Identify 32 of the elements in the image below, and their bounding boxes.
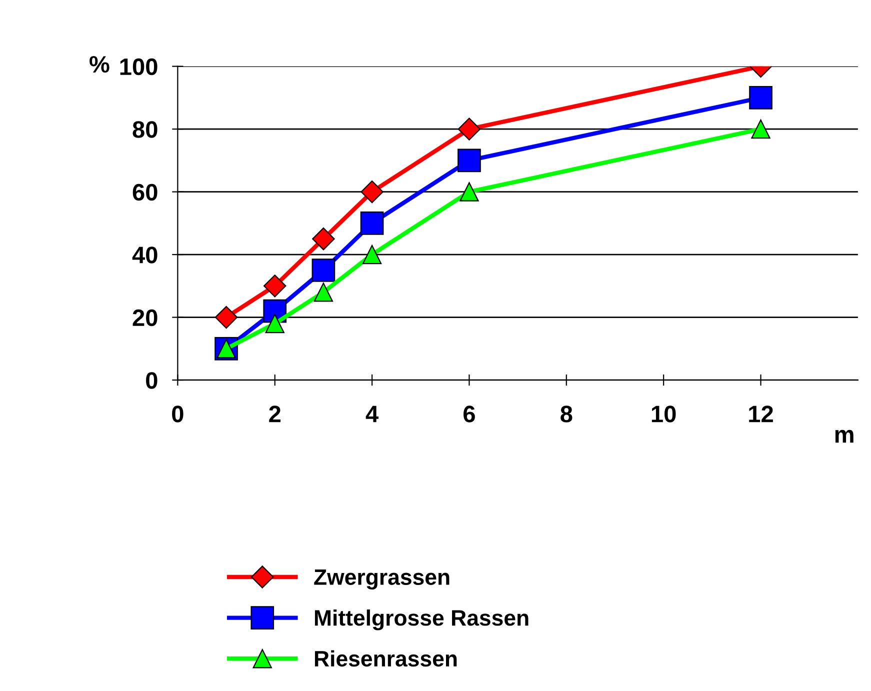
x-tick-label: 2 — [269, 406, 280, 422]
point — [749, 86, 772, 110]
y-tick-label: 0 — [146, 372, 158, 389]
y-tick-label: 100 — [120, 58, 158, 76]
y-tick-label: 20 — [132, 309, 158, 326]
point — [458, 118, 481, 140]
point — [314, 282, 334, 302]
x-tick-label: 6 — [464, 406, 475, 422]
point — [312, 228, 335, 250]
x-axis-title: m — [835, 430, 854, 443]
x-tick-label: 4 — [366, 406, 378, 422]
x-tick-label: 10 — [652, 406, 676, 422]
point — [360, 212, 384, 235]
point — [264, 274, 286, 298]
y-tick-label: 60 — [132, 184, 158, 201]
y-axis-title: % — [90, 56, 110, 73]
point — [312, 258, 336, 282]
point — [460, 182, 479, 202]
legend-label: Riesenrassen — [314, 650, 457, 667]
point — [360, 180, 384, 204]
point — [751, 119, 770, 139]
point — [214, 306, 238, 329]
y-tick-label: 40 — [132, 246, 158, 264]
x-tick-label: 8 — [560, 406, 572, 422]
y-tick-label: 80 — [132, 121, 158, 138]
x-tick-label: 12 — [749, 406, 773, 422]
point — [458, 148, 481, 172]
point — [265, 314, 284, 334]
legend-label: Mittelgrosse Rassen — [314, 609, 528, 630]
legend-label: Zwergrassen — [314, 569, 450, 590]
point — [362, 244, 382, 264]
x-tick-label: 0 — [172, 406, 184, 422]
